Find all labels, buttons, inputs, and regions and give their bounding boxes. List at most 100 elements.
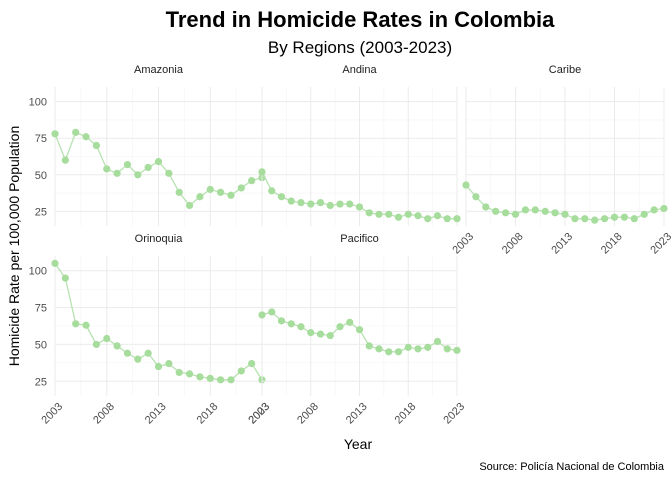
data-point xyxy=(521,206,530,214)
data-point xyxy=(424,343,432,351)
data-point xyxy=(610,213,619,221)
data-point xyxy=(268,308,276,316)
data-point xyxy=(630,215,638,223)
data-point xyxy=(154,362,163,371)
facet-strip-label: Caribe xyxy=(549,64,581,76)
data-point xyxy=(571,215,579,223)
data-point xyxy=(134,171,142,179)
data-point xyxy=(248,359,256,368)
data-point xyxy=(237,184,245,192)
data-point xyxy=(424,215,432,223)
data-point xyxy=(561,210,569,218)
data-point xyxy=(307,329,315,337)
data-point xyxy=(404,210,412,218)
data-point xyxy=(237,367,245,375)
data-point xyxy=(394,213,403,221)
data-point xyxy=(217,188,225,196)
data-point xyxy=(307,200,315,208)
panel-andina: Andina xyxy=(258,64,461,226)
chart-title: Trend in Homicide Rates in Colombia xyxy=(166,7,555,32)
y-tick-label: 50 xyxy=(35,339,47,351)
data-point xyxy=(375,345,383,353)
data-point xyxy=(316,198,325,207)
x-tick-label: 2023 xyxy=(441,401,467,427)
data-point xyxy=(375,210,383,218)
data-point xyxy=(82,321,90,329)
x-axis-title: Year xyxy=(344,436,373,452)
data-point xyxy=(394,348,403,356)
data-point xyxy=(601,215,609,223)
data-point xyxy=(650,206,658,214)
x-tick-label: 2013 xyxy=(344,401,370,427)
data-point xyxy=(217,376,225,384)
y-axis-title: Homicide Rate per 100,000 Population xyxy=(6,126,22,367)
data-point xyxy=(123,349,132,357)
data-point xyxy=(185,370,194,378)
data-point xyxy=(433,212,442,220)
data-point xyxy=(365,342,373,350)
facet-strip-label: Andina xyxy=(342,64,377,76)
facet-strip-label: Orinoquia xyxy=(135,233,184,245)
data-point xyxy=(258,311,266,319)
data-point xyxy=(227,191,235,199)
data-point xyxy=(620,213,629,221)
data-point xyxy=(144,163,152,172)
data-point xyxy=(196,193,204,201)
x-tick-label: 2008 xyxy=(500,231,526,257)
data-point xyxy=(206,185,214,194)
y-tick-label: 25 xyxy=(35,206,47,218)
data-point xyxy=(144,349,152,357)
data-point xyxy=(248,177,256,185)
data-point xyxy=(472,193,480,201)
data-point xyxy=(103,165,111,173)
data-point xyxy=(297,198,305,207)
data-point xyxy=(258,168,266,176)
data-point xyxy=(326,331,334,340)
panel-pacifico: Pacifico 2003 2008 2013 2018 2023 xyxy=(246,233,467,427)
x-tick-label: 2008 xyxy=(91,401,117,427)
data-point xyxy=(355,203,364,211)
x-tick-label: 2013 xyxy=(143,401,169,427)
chart-subtitle: By Regions (2003-2023) xyxy=(268,38,452,57)
data-point xyxy=(51,130,59,138)
data-point xyxy=(277,317,286,325)
facet-strip-label: Amazonia xyxy=(134,64,184,76)
data-point xyxy=(175,188,183,196)
panels: Amazonia 25 50 75 100 Andina Caribe 2003 2008 201… xyxy=(29,64,672,427)
data-point xyxy=(103,334,111,343)
x-tick-label: 2003 xyxy=(39,401,65,427)
data-point xyxy=(51,259,59,267)
data-point xyxy=(531,206,539,214)
data-point xyxy=(175,368,183,377)
data-point xyxy=(165,169,173,177)
y-tick-label: 100 xyxy=(29,97,47,109)
data-point xyxy=(61,156,69,164)
x-tick-label: 2018 xyxy=(599,231,625,257)
data-point xyxy=(404,343,412,351)
data-point xyxy=(134,355,142,363)
data-point xyxy=(287,320,295,328)
y-tick-label: 75 xyxy=(35,303,47,315)
data-point xyxy=(502,209,510,217)
x-tick-label: 2003 xyxy=(450,231,476,257)
x-tick-label: 2008 xyxy=(295,401,321,427)
x-tick-label: 2003 xyxy=(246,401,272,427)
data-point xyxy=(268,187,276,195)
data-point xyxy=(287,197,295,205)
data-point xyxy=(462,181,470,189)
data-point xyxy=(453,346,461,354)
data-point xyxy=(640,210,648,218)
data-point xyxy=(443,345,451,353)
data-point xyxy=(72,128,80,136)
x-tick-label: 2023 xyxy=(648,231,672,257)
data-point xyxy=(385,348,393,356)
data-point xyxy=(660,204,668,213)
data-point xyxy=(82,133,90,141)
data-point xyxy=(123,160,132,169)
data-point xyxy=(433,337,442,346)
data-point xyxy=(581,215,589,223)
panel-caribe: Caribe 2003 2008 2013 2018 2023 xyxy=(450,64,672,257)
data-point xyxy=(541,207,549,215)
x-tick-label: 2013 xyxy=(549,231,575,257)
